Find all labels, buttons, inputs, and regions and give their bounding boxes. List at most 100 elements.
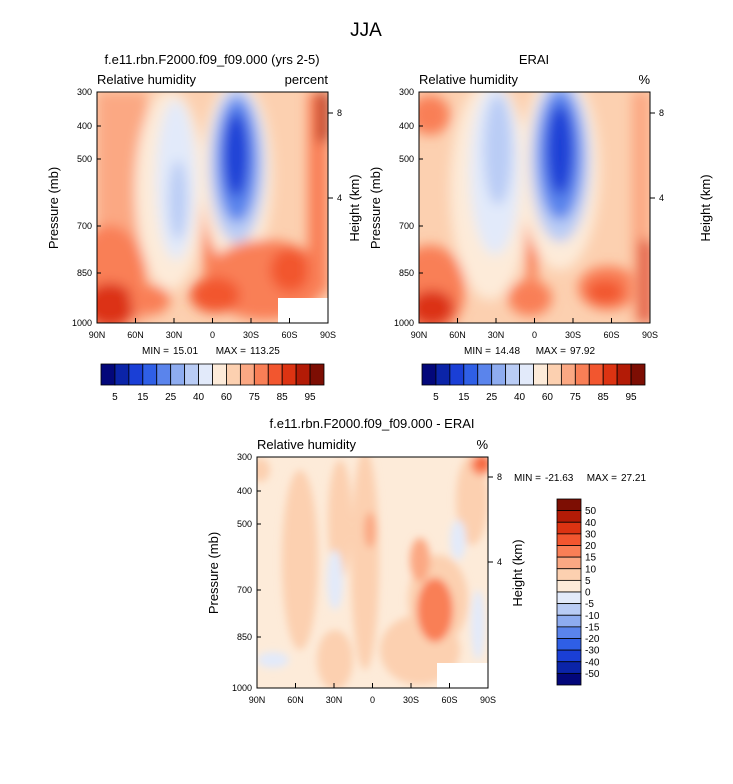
y-axis-label: Pressure (mb): [206, 532, 221, 614]
colorbar-box: [602, 363, 618, 386]
colorbar-box: [556, 638, 582, 651]
colorbar-label: -15: [585, 622, 600, 633]
colorbar-label: 0: [585, 588, 591, 599]
y-axis-label: Pressure (mb): [368, 167, 383, 249]
colorbar-box: [574, 363, 590, 386]
colorbar-box: [267, 363, 283, 386]
y-axis-label-right: Height (km): [698, 174, 713, 241]
contour-field: [97, 92, 328, 323]
y-tick: 850: [237, 632, 252, 642]
x-tick: 60S: [441, 695, 457, 705]
min-text: MIN =: [142, 346, 169, 357]
contour-field: [419, 92, 650, 323]
y-tick: 400: [237, 486, 252, 496]
colorbar-box: [184, 363, 199, 386]
min-text: MIN =: [464, 346, 491, 357]
max-text: MAX =: [587, 473, 617, 484]
colorbar-label: 15: [458, 392, 470, 403]
colorbar-box: [239, 363, 255, 386]
left-label: Relative humidity: [419, 72, 518, 87]
colorbar-box: [309, 363, 325, 386]
colorbar-label: 5: [585, 576, 591, 587]
colorbar-label: 40: [585, 518, 597, 529]
colorbar-box: [556, 568, 582, 581]
colorbar-label: 10: [585, 564, 597, 575]
colorbar-box: [463, 363, 479, 386]
y-tick: 1000: [394, 318, 414, 328]
panel-title: ERAI: [519, 52, 549, 67]
x-tick: 90N: [411, 330, 428, 340]
x-tick: 30S: [565, 330, 581, 340]
colorbar-box: [556, 533, 582, 546]
colorbar-box: [556, 556, 582, 570]
colorbar-box: [533, 363, 548, 386]
colorbar-box: [170, 363, 186, 386]
y-tick-right: 4: [337, 193, 342, 203]
colorbar-box: [630, 363, 646, 386]
y-tick-right: 8: [337, 108, 342, 118]
colorbar-box: [198, 363, 213, 386]
left-label: Relative humidity: [257, 437, 356, 452]
x-tick: 90S: [320, 330, 336, 340]
x-tick: 90S: [642, 330, 658, 340]
y-tick-right: 8: [497, 472, 502, 482]
colorbar-label: 5: [433, 392, 439, 403]
y-tick: 300: [399, 87, 414, 97]
colorbar-label: -30: [585, 646, 600, 657]
y-tick: 500: [399, 154, 414, 164]
y-tick: 850: [77, 268, 92, 278]
y-tick: 400: [77, 121, 92, 131]
colorbar-label: 60: [221, 392, 233, 403]
y-axis-label-right: Height (km): [347, 174, 362, 241]
right-label: percent: [285, 72, 329, 87]
x-tick: 0: [532, 330, 537, 340]
right-label: %: [476, 437, 488, 452]
y-tick: 700: [77, 221, 92, 231]
x-tick: 60N: [127, 330, 144, 340]
colorbar-box: [421, 363, 437, 386]
colorbar-label: -20: [585, 634, 600, 645]
colorbar-box: [556, 626, 582, 639]
colorbar-box: [142, 363, 158, 386]
y-tick-right: 4: [659, 193, 664, 203]
colorbar-box: [226, 363, 241, 386]
colorbar-box: [281, 363, 297, 386]
y-tick: 700: [237, 585, 252, 595]
colorbar-box: [547, 363, 562, 386]
colorbar-label: 40: [193, 392, 205, 403]
colorbar-label: 85: [598, 392, 610, 403]
colorbar-label: 85: [277, 392, 289, 403]
x-tick: 30S: [243, 330, 259, 340]
colorbar-box: [616, 363, 632, 386]
min-value: 15.01: [173, 346, 198, 357]
x-tick: 90S: [480, 695, 496, 705]
colorbar-box: [556, 579, 582, 593]
colorbar-box: [556, 614, 582, 628]
max-value: 113.25: [250, 346, 280, 357]
colorbar-model: 5 15 25 40 60 75 85 95: [100, 363, 325, 403]
y-tick: 850: [399, 268, 414, 278]
panel-model: f.e11.rbn.F2000.f09_f09.000 (yrs 2-5) Re…: [46, 52, 362, 357]
max-text: MAX =: [216, 346, 246, 357]
colorbar-box: [491, 363, 507, 386]
colorbar-box: [100, 363, 116, 386]
x-tick: 60S: [281, 330, 297, 340]
x-tick: 0: [210, 330, 215, 340]
colorbar-box: [212, 363, 227, 386]
colorbar-box: [505, 363, 520, 386]
colorbar-box: [519, 363, 534, 386]
colorbar-label: 25: [486, 392, 498, 403]
y-tick: 1000: [72, 318, 92, 328]
colorbar-label: 15: [585, 553, 597, 564]
colorbar-label: 25: [165, 392, 177, 403]
contour-field: [257, 457, 488, 688]
colorbar-box: [556, 545, 582, 558]
colorbar-label: 15: [137, 392, 149, 403]
y-tick: 700: [399, 221, 414, 231]
colorbar-box: [253, 363, 269, 386]
x-tick: 60N: [449, 330, 466, 340]
colorbar-box: [556, 521, 582, 535]
colorbar-box: [449, 363, 465, 386]
